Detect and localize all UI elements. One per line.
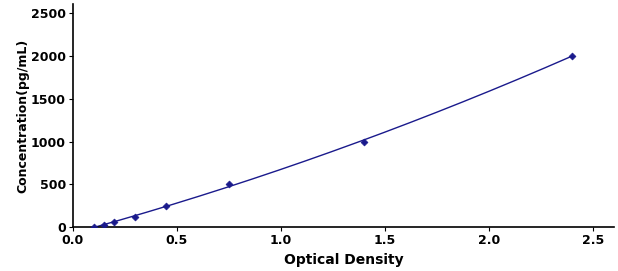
Point	[161, 204, 171, 208]
Point	[130, 214, 140, 219]
Point	[567, 53, 577, 58]
Y-axis label: Concentration(pg/mL): Concentration(pg/mL)	[17, 39, 30, 193]
X-axis label: Optical Density: Optical Density	[284, 253, 403, 267]
Point	[224, 182, 234, 187]
Point	[109, 220, 119, 224]
Point	[99, 222, 109, 227]
Point	[89, 225, 99, 230]
Point	[359, 139, 369, 144]
